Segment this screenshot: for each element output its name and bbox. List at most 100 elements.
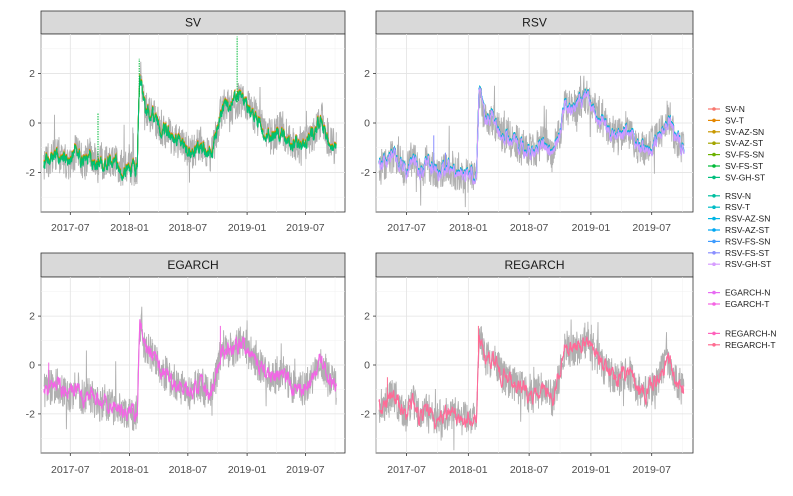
legend-label: REGARCH-T — [725, 340, 776, 350]
x-tick-label: 2019-01 — [572, 464, 611, 476]
x-tick-label: 2017-07 — [387, 222, 426, 234]
legend-label: SV-AZ-ST — [725, 138, 763, 148]
x-tick-label: 2018-01 — [449, 222, 488, 234]
x-tick-label: 2018-01 — [110, 464, 149, 476]
y-tick-label: 2 — [364, 68, 370, 80]
legend-item-rsv-gh-st: RSV-GH-ST — [708, 259, 771, 269]
x-tick-label: 2017-07 — [387, 464, 426, 476]
y-tick-label: 0 — [364, 360, 370, 372]
legend-item-rsv-az-sn: RSV-AZ-SN — [708, 214, 770, 224]
legend-key-point — [712, 216, 716, 221]
panel-title: REGARCH — [504, 258, 564, 272]
legend-key-point — [712, 164, 716, 168]
legend-key-point — [712, 194, 716, 198]
panel-rsv: RSV -2 0 2 2017-07 2018-01 2018-07 2019-01 2019-… — [361, 10, 694, 234]
legend-key-point — [712, 141, 716, 145]
x-tick-label: 2019-01 — [572, 222, 611, 234]
x-tick-label: 2019-07 — [286, 464, 325, 476]
legend-item-sv-gh-st: SV-GH-ST — [708, 172, 765, 182]
legend-label: REGARCH-N — [725, 328, 776, 338]
legend-label: EGARCH-N — [725, 288, 770, 298]
legend-label: SV-FS-ST — [725, 161, 763, 171]
x-tick-label: 2018-07 — [169, 222, 208, 234]
x-tick-label: 2017-07 — [51, 222, 90, 234]
legend-key-point — [712, 175, 716, 180]
legend-item-rsv-fs-st: RSV-FS-ST — [708, 248, 769, 258]
legend-label: SV-GH-ST — [725, 172, 765, 182]
legend-item-rsv-az-st: RSV-AZ-ST — [708, 225, 769, 235]
legend-item-sv-az-sn: SV-AZ-SN — [708, 127, 764, 137]
y-tick-label: 0 — [364, 118, 370, 130]
legend-key-point — [712, 251, 716, 255]
legend-key-point — [712, 239, 716, 244]
y-tick-label: 0 — [29, 118, 35, 130]
legend-item-egarch-n: EGARCH-N — [708, 288, 770, 298]
x-tick-label: 2018-07 — [169, 464, 208, 476]
x-tick-label: 2018-07 — [510, 464, 549, 476]
y-tick-label: 2 — [29, 68, 35, 80]
legend-key-point — [712, 302, 716, 306]
x-tick-label: 2019-07 — [632, 464, 671, 476]
legend-label: SV-FS-SN — [725, 150, 764, 160]
y-tick-label: -2 — [361, 167, 370, 179]
legend-label: RSV-AZ-ST — [725, 225, 769, 235]
y-tick-label: 2 — [364, 311, 370, 323]
x-tick-label: 2018-01 — [110, 222, 149, 234]
legend-item-egarch-t: EGARCH-T — [708, 299, 769, 309]
panel-sv: SV -2 0 2 2017-07 2018-01 2018-07 2019-01 2019-0… — [26, 10, 346, 234]
legend-label: EGARCH-T — [725, 299, 769, 309]
series-line-regarch-t — [378, 335, 685, 430]
legend-label: SV-N — [725, 104, 745, 114]
panel-regarch: REGARCH -2 0 2 2017-07 2018-01 2018-07 2019-01 2… — [361, 252, 694, 476]
y-tick-label: -2 — [361, 408, 370, 420]
legend-label: RSV-AZ-SN — [725, 214, 770, 224]
x-tick-label: 2019-01 — [228, 464, 267, 476]
legend-item-rsv-t: RSV-T — [708, 202, 750, 212]
y-tick-label: -2 — [26, 167, 35, 179]
x-tick-label: 2019-07 — [632, 222, 671, 234]
legend-item-sv-t: SV-T — [708, 115, 744, 125]
legend-item-sv-fs-sn: SV-FS-SN — [708, 150, 764, 160]
legend-label: RSV-FS-SN — [725, 236, 770, 246]
legend-key-point — [712, 290, 716, 295]
legend-label: RSV-T — [725, 202, 750, 212]
legend-item-sv-az-st: SV-AZ-ST — [708, 138, 763, 148]
legend-item-rsv-fs-sn: RSV-FS-SN — [708, 236, 770, 246]
legend-key-point — [712, 228, 716, 232]
legend-key-point — [712, 331, 716, 336]
legend-key-point — [712, 262, 716, 267]
legend-key-point — [712, 107, 716, 111]
legend-label: SV-T — [725, 115, 744, 125]
x-tick-label: 2018-07 — [510, 222, 549, 234]
x-tick-label: 2017-07 — [51, 464, 90, 476]
x-tick-label: 2018-01 — [449, 464, 488, 476]
panel-title: EGARCH — [167, 258, 218, 272]
legend-key-point — [712, 205, 716, 209]
panel-title: SV — [185, 16, 201, 30]
axis-ticks: -2 0 2 2017-07 2018-01 2018-07 2019-01 2019-07 — [26, 311, 325, 476]
legend-key-point — [712, 152, 716, 157]
y-tick-label: -2 — [26, 408, 35, 420]
x-tick-label: 2019-01 — [228, 222, 267, 234]
legend-item-sv-fs-st: SV-FS-ST — [708, 161, 763, 171]
series-line-rsv-gh-st — [378, 87, 685, 185]
legend-label: SV-AZ-SN — [725, 127, 764, 137]
axis-ticks: -2 0 2 2017-07 2018-01 2018-07 2019-01 2019-07 — [361, 311, 671, 476]
legend-item-sv-n: SV-N — [708, 104, 745, 114]
legend-label: RSV-GH-ST — [725, 259, 771, 269]
legend-label: RSV-FS-ST — [725, 248, 769, 258]
panel-title: RSV — [522, 16, 547, 30]
x-tick-label: 2019-07 — [286, 222, 325, 234]
panel-egarch: EGARCH -2 0 2 2017-07 2018-01 2018-07 2019-01 20… — [26, 252, 346, 476]
y-tick-label: 2 — [29, 311, 35, 323]
legend-key-point — [712, 118, 716, 123]
y-tick-label: 0 — [29, 360, 35, 372]
series-line-sv-gh-st — [43, 76, 337, 181]
legend-key-point — [712, 343, 716, 347]
legend-item-regarch-t: REGARCH-T — [708, 340, 776, 350]
series-line-egarch-t — [43, 319, 337, 423]
axis-ticks: -2 0 2 2017-07 2018-01 2018-07 2019-01 2019-07 — [26, 68, 325, 234]
legend-item-rsv-n: RSV-N — [708, 191, 751, 201]
